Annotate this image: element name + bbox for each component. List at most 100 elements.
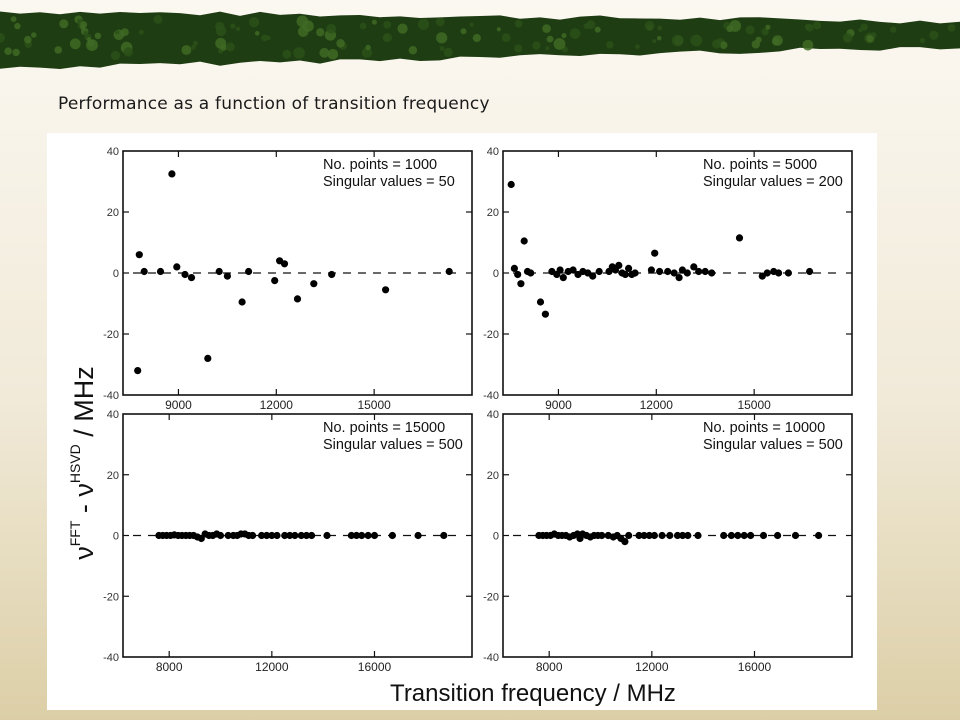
tree-crown bbox=[261, 34, 268, 42]
data-point bbox=[556, 266, 564, 274]
data-point bbox=[784, 269, 793, 277]
data-point bbox=[683, 269, 691, 277]
data-point bbox=[774, 531, 782, 540]
tree-crown bbox=[443, 47, 453, 58]
tree-crown bbox=[336, 39, 345, 48]
data-point bbox=[527, 269, 535, 277]
tree-crown bbox=[866, 35, 874, 43]
data-point bbox=[245, 267, 253, 276]
data-point bbox=[223, 272, 231, 280]
panel-annotation: No. points = 15000 bbox=[323, 420, 445, 436]
tree-crown bbox=[561, 33, 567, 39]
x-tick-label: 12000 bbox=[255, 660, 289, 674]
y-tick-label: 20 bbox=[487, 470, 499, 482]
tree-crown bbox=[14, 22, 21, 30]
tree-crown bbox=[69, 38, 81, 50]
x-tick-label: 12000 bbox=[635, 660, 669, 674]
y-axis-sup-fft: FFT bbox=[67, 520, 83, 546]
tree-crown bbox=[10, 16, 17, 22]
data-point bbox=[559, 274, 567, 282]
panel-annotation: Singular values = 500 bbox=[323, 437, 463, 453]
data-point bbox=[510, 264, 518, 272]
y-axis-unit: / MHz bbox=[69, 366, 99, 444]
tree-crown bbox=[365, 44, 371, 51]
tree-crown bbox=[860, 23, 868, 31]
data-point bbox=[589, 272, 597, 280]
tree-crown bbox=[765, 24, 771, 30]
tree-crown bbox=[383, 20, 392, 29]
y-tick-label: 0 bbox=[113, 531, 119, 543]
data-point bbox=[507, 180, 515, 189]
tree-crown bbox=[583, 23, 590, 30]
data-point bbox=[763, 269, 771, 277]
data-point bbox=[134, 367, 142, 375]
data-point bbox=[302, 531, 311, 540]
data-point bbox=[625, 531, 633, 540]
data-point bbox=[310, 280, 318, 288]
y-tick-label: -20 bbox=[103, 329, 119, 341]
tree-crown bbox=[326, 23, 337, 34]
data-point bbox=[204, 354, 212, 362]
data-point bbox=[621, 538, 629, 546]
tree-crown bbox=[501, 33, 511, 42]
x-tick-label: 12000 bbox=[640, 398, 674, 412]
tree-crown bbox=[890, 26, 897, 33]
tree-crown bbox=[802, 39, 814, 51]
data-point bbox=[806, 267, 814, 276]
data-point bbox=[281, 531, 289, 540]
tree-crown bbox=[86, 39, 98, 51]
tree-crown bbox=[59, 19, 69, 29]
tree-crown bbox=[418, 18, 430, 30]
tree-crown bbox=[804, 24, 810, 30]
data-point bbox=[541, 310, 549, 318]
panel-bottom-left: -40 -20 0 20 40 8000 12000 16000 No. points = 15… bbox=[103, 409, 473, 674]
data-point bbox=[650, 531, 659, 540]
data-point bbox=[224, 531, 232, 540]
data-point bbox=[156, 267, 165, 276]
tree-crown bbox=[553, 38, 566, 50]
tree-crown bbox=[191, 45, 196, 50]
data-point bbox=[187, 274, 196, 282]
data-point bbox=[168, 170, 176, 178]
tree-crown bbox=[94, 32, 102, 39]
data-point bbox=[734, 531, 742, 540]
data-point bbox=[536, 298, 545, 306]
tree-crown bbox=[249, 17, 260, 28]
data-point bbox=[249, 531, 257, 540]
x-tick-label: 8000 bbox=[156, 660, 183, 674]
data-point bbox=[690, 263, 698, 271]
data-point bbox=[673, 531, 682, 540]
tree-crown bbox=[719, 41, 728, 49]
y-axis-sup-hsvd: HSVD bbox=[67, 444, 83, 483]
data-point bbox=[708, 269, 716, 277]
data-point bbox=[666, 531, 674, 540]
data-point bbox=[701, 267, 709, 276]
tree-crown bbox=[644, 20, 655, 31]
data-point bbox=[238, 298, 246, 306]
tree-crown bbox=[761, 28, 769, 36]
data-point bbox=[263, 531, 271, 540]
x-tick-label: 12000 bbox=[260, 398, 294, 412]
tree-crown bbox=[542, 24, 551, 33]
tree-crown bbox=[215, 21, 225, 32]
data-point bbox=[520, 237, 528, 245]
tree-crown bbox=[712, 39, 722, 49]
panel-annotation: No. points = 10000 bbox=[703, 420, 825, 436]
data-point bbox=[727, 531, 736, 540]
panel-annotation: Singular values = 200 bbox=[703, 174, 843, 190]
tree-crown bbox=[235, 26, 241, 32]
tree-crown bbox=[297, 26, 309, 37]
tree-crown bbox=[635, 44, 640, 50]
tree-crown bbox=[726, 25, 734, 33]
data-point bbox=[747, 531, 755, 540]
data-point bbox=[759, 531, 768, 540]
data-point bbox=[347, 531, 355, 540]
data-point bbox=[695, 267, 703, 276]
y-tick-label: 40 bbox=[107, 409, 119, 421]
x-tick-label: 16000 bbox=[738, 660, 772, 674]
tree-crown bbox=[293, 47, 305, 59]
y-tick-label: -20 bbox=[483, 329, 499, 341]
x-tick-label: 9000 bbox=[545, 398, 572, 412]
data-point bbox=[621, 270, 629, 279]
tree-crown bbox=[383, 33, 392, 43]
